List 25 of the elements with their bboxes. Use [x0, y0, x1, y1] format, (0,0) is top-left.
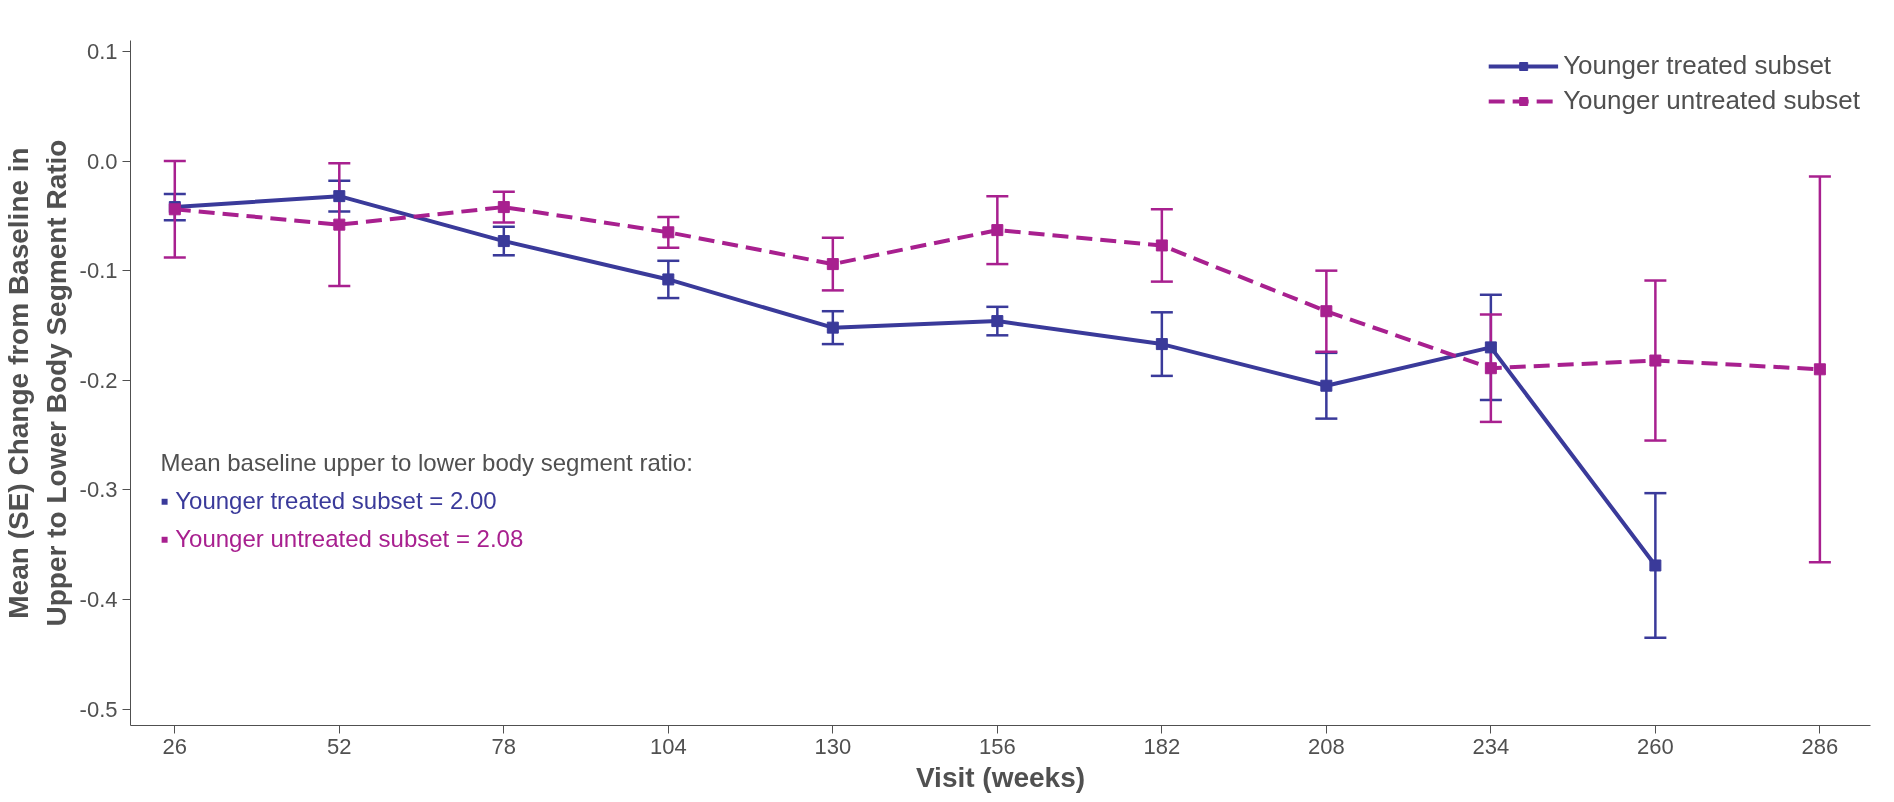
- y-tick-label: -0.4: [79, 586, 118, 612]
- annotation: Mean baseline upper to lower body segment ratio:: [160, 448, 693, 476]
- x-tick-label: 156: [978, 733, 1016, 759]
- x-tick-label: 260: [1637, 733, 1674, 759]
- x-tick-label: 208: [1308, 733, 1345, 759]
- x-tick-label: 182: [1143, 733, 1181, 759]
- y-tick-label: -0.2: [79, 367, 118, 393]
- x-tick-label: 234: [1472, 733, 1510, 759]
- x-tick-label: 104: [649, 733, 687, 759]
- y-tick-label: 0.1: [86, 38, 118, 64]
- y-tick-label: -0.1: [79, 258, 118, 284]
- x-tick-label: 286: [1801, 733, 1839, 759]
- x-tick-label: 78: [491, 733, 517, 759]
- annotation: ▪ Younger untreated subset = 2.08: [160, 524, 524, 552]
- y-tick-label: 0.0: [86, 148, 118, 174]
- y-axis-title: Mean (SE) Change from Baseline in Upper to Lower Body Segment Ratio: [3, 139, 72, 627]
- annotation: ▪ Younger treated subset = 2.00: [160, 486, 497, 514]
- x-tick-label: 52: [327, 733, 352, 759]
- y-tick-label: -0.5: [79, 696, 118, 722]
- x-tick-label: 26: [162, 733, 188, 759]
- legend-label: Younger untreated subset: [1563, 85, 1860, 116]
- y-tick-label: -0.3: [79, 477, 118, 503]
- x-tick-label: 130: [814, 733, 852, 759]
- legend-label: Younger treated subset: [1563, 50, 1832, 81]
- x-axis-title: Visit (weeks): [915, 761, 1086, 793]
